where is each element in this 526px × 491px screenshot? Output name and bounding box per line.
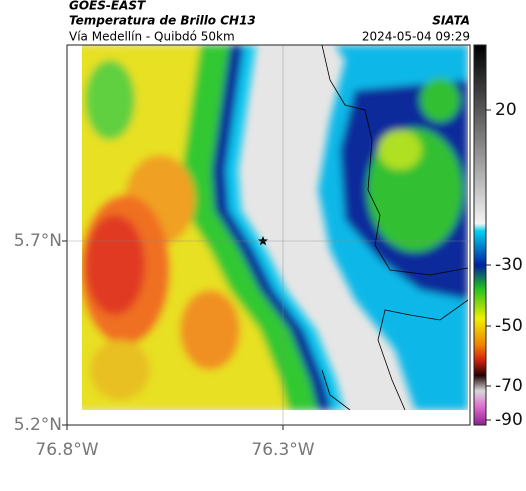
header: GOES-EAST Temperatura de Brillo CH13 Vía… bbox=[69, 0, 470, 44]
lon-tick-label: 76.8°W bbox=[35, 440, 98, 460]
borders bbox=[321, 45, 468, 410]
colorbar-tick-label: -50 bbox=[495, 316, 523, 336]
colorbar bbox=[473, 44, 487, 426]
colorbar-tick-label: 20 bbox=[495, 100, 517, 120]
lat-tick-label: 5.2°N bbox=[14, 415, 62, 435]
lat-tick-label: 5.7°N bbox=[14, 231, 62, 251]
green-patch bbox=[420, 78, 460, 122]
location-marker bbox=[258, 236, 268, 246]
brightness-field bbox=[82, 45, 468, 410]
title: Temperatura de Brillo CH13 bbox=[69, 14, 256, 28]
agency: SIATA bbox=[432, 14, 470, 28]
border-line bbox=[321, 369, 351, 410]
map-frame bbox=[66, 44, 471, 426]
green-patch bbox=[85, 60, 135, 140]
lon-tick-label: 76.3°W bbox=[251, 440, 314, 460]
source: GOES-EAST bbox=[69, 0, 146, 13]
border-line bbox=[377, 299, 468, 410]
border-line bbox=[321, 45, 468, 276]
red-patch bbox=[85, 215, 145, 315]
subtitle: Vía Medellín - Quibdó 50km bbox=[69, 30, 235, 44]
yellow-patch bbox=[378, 130, 422, 170]
colorbar-tick-label: -70 bbox=[495, 376, 523, 396]
yellow-patch bbox=[90, 340, 150, 400]
timestamp: 2024-05-04 09:29 bbox=[362, 30, 470, 44]
colorbar-tick-label: -30 bbox=[495, 255, 523, 275]
orange-patch bbox=[180, 290, 240, 370]
colorbar-tick-label: -90 bbox=[495, 410, 523, 430]
